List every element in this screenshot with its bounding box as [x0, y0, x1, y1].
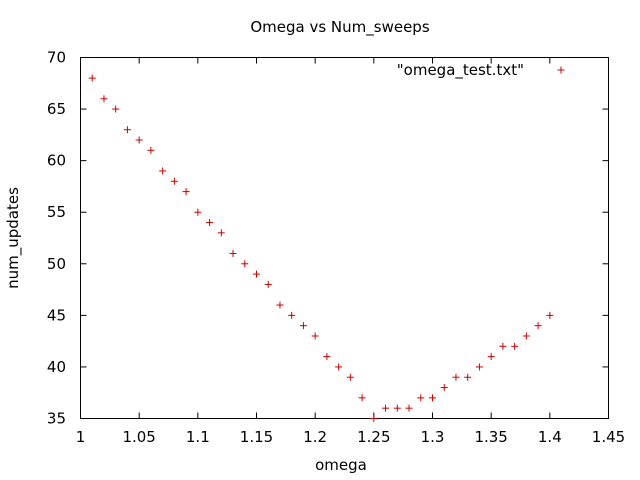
- data-point: [464, 373, 472, 381]
- x-tick-label: 1.25: [357, 428, 390, 446]
- data-point: [475, 363, 483, 371]
- x-tick-label: 1.15: [240, 428, 273, 446]
- chart-title: Omega vs Num_sweeps: [250, 18, 429, 37]
- data-point: [253, 270, 260, 278]
- data-point: [452, 373, 460, 381]
- y-tick-label: 45: [47, 306, 66, 324]
- data-point: [299, 322, 307, 330]
- data-point: [123, 126, 131, 134]
- y-tick-label: 70: [47, 49, 66, 67]
- data-point: [276, 301, 284, 309]
- x-axis: 1 1.05 1.1 1.15 1.2 1.25 1.3 1.35 1.4 1.45: [76, 57, 625, 446]
- y-axis-label: num_updates: [4, 187, 23, 289]
- y-axis: 35 40 45 50 55 60 65 70: [47, 49, 609, 428]
- y-tick-label: 40: [47, 358, 66, 376]
- data-point: [511, 342, 519, 350]
- data-point: [194, 208, 202, 216]
- data-point: [147, 146, 155, 154]
- data-point: [429, 394, 436, 402]
- data-point: [546, 311, 554, 319]
- data-point: [135, 136, 143, 144]
- legend-label: "omega_test.txt": [397, 61, 524, 80]
- y-tick-label: 60: [47, 152, 66, 170]
- y-tick-label: 50: [47, 255, 66, 273]
- data-point: [229, 249, 237, 257]
- data-point: [335, 363, 343, 371]
- data-point: [405, 404, 413, 412]
- legend-marker: [557, 66, 565, 74]
- x-tick-label: 1.35: [474, 428, 507, 446]
- x-tick-label: 1.4: [538, 428, 562, 446]
- data-point: [487, 353, 495, 361]
- x-tick-label: 1.3: [421, 428, 445, 446]
- y-tick-label: 35: [47, 410, 66, 428]
- data-point: [159, 167, 167, 175]
- y-tick-label: 65: [47, 100, 66, 118]
- plot-frame: [80, 57, 609, 419]
- y-tick-label: 55: [47, 203, 66, 221]
- data-point: [393, 404, 401, 412]
- legend: "omega_test.txt": [397, 61, 565, 80]
- x-axis-label: omega: [315, 456, 367, 474]
- data-point: [182, 188, 190, 196]
- data-point: [382, 404, 390, 412]
- data-point: [264, 280, 272, 288]
- data-point: [534, 322, 542, 330]
- x-tick-label: 1.45: [592, 428, 625, 446]
- x-tick-label: 1: [76, 428, 86, 446]
- data-point: [358, 394, 366, 402]
- x-tick-label: 1.2: [303, 428, 327, 446]
- data-point: [370, 415, 378, 422]
- data-points: [88, 74, 554, 422]
- data-point: [323, 353, 331, 361]
- data-point: [499, 342, 507, 350]
- x-tick-label: 1.1: [186, 428, 210, 446]
- data-point: [522, 332, 530, 340]
- data-point: [100, 95, 108, 103]
- x-tick-label: 1.05: [122, 428, 155, 446]
- legend-marker-plus: [557, 66, 565, 74]
- data-point: [170, 177, 178, 185]
- data-point: [288, 311, 296, 319]
- data-point: [417, 394, 425, 402]
- data-point: [346, 373, 354, 381]
- data-point: [112, 105, 120, 113]
- data-point: [206, 219, 214, 227]
- data-point: [311, 332, 319, 340]
- data-point: [88, 74, 96, 82]
- data-point: [241, 260, 249, 268]
- data-point: [217, 229, 225, 237]
- data-point: [440, 384, 448, 392]
